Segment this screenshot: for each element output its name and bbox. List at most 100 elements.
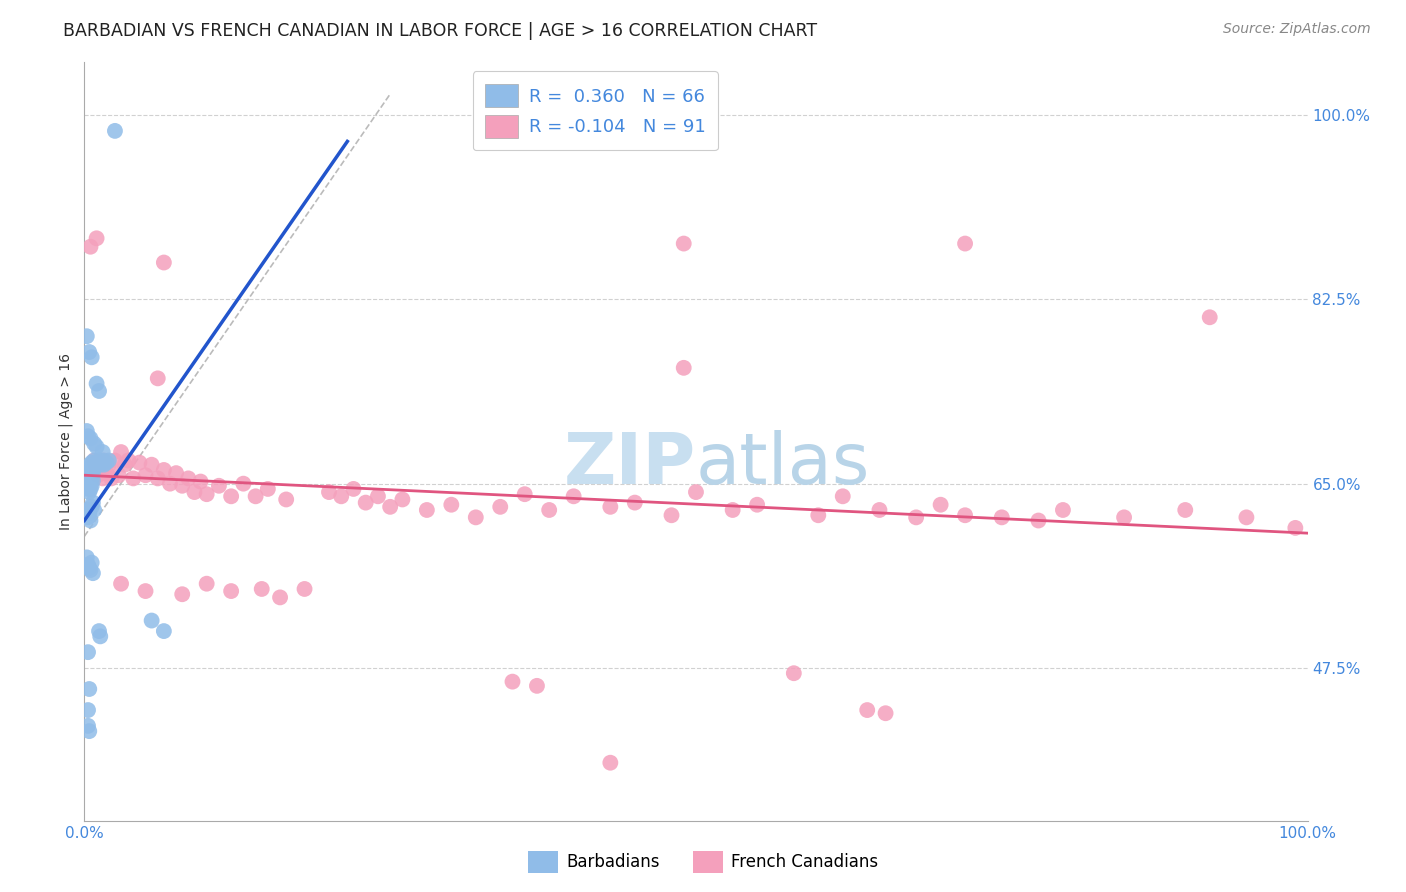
Point <box>195 576 218 591</box>
Point <box>79 466 101 480</box>
Point <box>77 510 100 524</box>
Point <box>354 495 377 509</box>
Point <box>77 506 100 520</box>
Point <box>86 376 108 391</box>
Point <box>86 456 108 470</box>
Point <box>83 503 105 517</box>
Point <box>1236 510 1258 524</box>
Point <box>110 445 132 459</box>
Point <box>318 485 340 500</box>
Point <box>721 503 744 517</box>
Point <box>526 679 548 693</box>
Point <box>562 489 585 503</box>
Point <box>177 471 200 485</box>
Point <box>219 584 242 599</box>
Point <box>79 563 101 577</box>
Point <box>90 458 112 472</box>
Point <box>219 489 242 503</box>
Point <box>77 482 100 496</box>
Point <box>89 629 111 643</box>
Point <box>96 456 118 470</box>
Point <box>80 463 103 477</box>
Point <box>159 476 181 491</box>
Point <box>276 492 298 507</box>
Point <box>330 489 353 503</box>
Point <box>104 124 127 138</box>
Y-axis label: In Labor Force | Age > 16: In Labor Force | Age > 16 <box>59 353 73 530</box>
Point <box>82 466 104 480</box>
Point <box>747 498 769 512</box>
Point <box>1114 510 1136 524</box>
Point <box>153 624 176 639</box>
Point <box>294 582 316 596</box>
Point <box>807 508 830 523</box>
Point <box>77 681 100 696</box>
Point <box>77 471 100 485</box>
Point <box>76 503 98 517</box>
Point <box>128 456 150 470</box>
Point <box>269 591 291 605</box>
Point <box>380 500 402 514</box>
Point <box>80 456 103 470</box>
Point <box>83 453 105 467</box>
Point <box>146 471 169 485</box>
Point <box>165 466 187 480</box>
Point <box>831 489 853 503</box>
Legend: R =  0.360   N = 66, R = -0.104   N = 91: R = 0.360 N = 66, R = -0.104 N = 91 <box>472 71 718 151</box>
Point <box>82 566 104 581</box>
Point <box>599 756 621 770</box>
Point <box>83 453 105 467</box>
Point <box>76 329 98 343</box>
Point <box>79 458 101 472</box>
Point <box>250 582 273 596</box>
Point <box>77 429 100 443</box>
Point <box>991 510 1014 524</box>
Point <box>1284 521 1306 535</box>
Point <box>905 510 928 524</box>
Point <box>97 453 120 467</box>
Point <box>416 503 439 517</box>
Point <box>82 474 104 488</box>
Point <box>97 458 120 472</box>
Point <box>153 255 176 269</box>
Point <box>91 453 114 467</box>
Point <box>80 471 103 485</box>
Point <box>672 360 695 375</box>
Point <box>114 458 136 472</box>
Point <box>183 485 205 500</box>
Point <box>83 436 105 450</box>
Point <box>79 474 101 488</box>
Point <box>77 485 100 500</box>
Point <box>190 475 212 489</box>
Point <box>875 706 897 721</box>
Point <box>672 236 695 251</box>
Point <box>77 724 100 739</box>
Text: atlas: atlas <box>696 430 870 499</box>
Point <box>83 461 105 475</box>
Point <box>122 471 145 485</box>
Point <box>77 476 100 491</box>
Point <box>1052 503 1074 517</box>
Point <box>87 624 110 639</box>
Text: Source: ZipAtlas.com: Source: ZipAtlas.com <box>1223 22 1371 37</box>
Point <box>1174 503 1197 517</box>
Point <box>80 351 103 365</box>
Point <box>93 458 115 472</box>
Point <box>107 468 129 483</box>
Text: BARBADIAN VS FRENCH CANADIAN IN LABOR FORCE | AGE > 16 CORRELATION CHART: BARBADIAN VS FRENCH CANADIAN IN LABOR FO… <box>63 22 817 40</box>
Point <box>87 468 110 483</box>
Point <box>195 487 218 501</box>
Point <box>89 458 111 472</box>
Point <box>80 556 103 570</box>
Point <box>96 466 118 480</box>
Point <box>77 345 100 359</box>
Point <box>104 453 127 467</box>
Point <box>79 514 101 528</box>
Point <box>1198 310 1220 325</box>
Point <box>146 371 169 385</box>
Point <box>624 495 647 509</box>
Point <box>82 495 104 509</box>
Point <box>257 482 280 496</box>
Point <box>856 703 879 717</box>
Point <box>77 719 100 733</box>
